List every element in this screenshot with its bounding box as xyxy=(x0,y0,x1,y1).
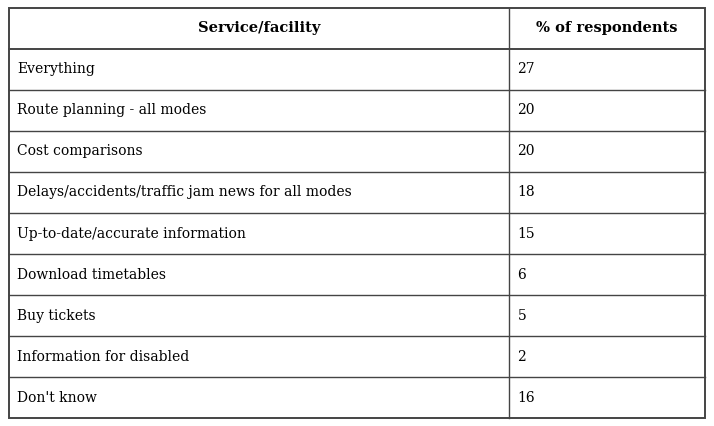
Text: 20: 20 xyxy=(518,144,535,158)
Text: Service/facility: Service/facility xyxy=(198,21,320,35)
Text: 18: 18 xyxy=(518,185,535,199)
Text: Delays/accidents/traffic jam news for all modes: Delays/accidents/traffic jam news for al… xyxy=(17,185,352,199)
Text: Buy tickets: Buy tickets xyxy=(17,309,96,322)
Text: Everything: Everything xyxy=(17,62,95,76)
Text: Download timetables: Download timetables xyxy=(17,268,166,282)
Text: Don't know: Don't know xyxy=(17,391,97,405)
Text: Information for disabled: Information for disabled xyxy=(17,350,189,364)
Text: 6: 6 xyxy=(518,268,526,282)
Text: Route planning - all modes: Route planning - all modes xyxy=(17,104,206,117)
Text: % of respondents: % of respondents xyxy=(536,21,678,35)
Text: 20: 20 xyxy=(518,104,535,117)
Text: Cost comparisons: Cost comparisons xyxy=(17,144,143,158)
Text: 15: 15 xyxy=(518,227,535,241)
Text: 2: 2 xyxy=(518,350,526,364)
Text: 16: 16 xyxy=(518,391,535,405)
Text: 5: 5 xyxy=(518,309,526,322)
Text: Up-to-date/accurate information: Up-to-date/accurate information xyxy=(17,227,246,241)
Text: 27: 27 xyxy=(518,62,535,76)
